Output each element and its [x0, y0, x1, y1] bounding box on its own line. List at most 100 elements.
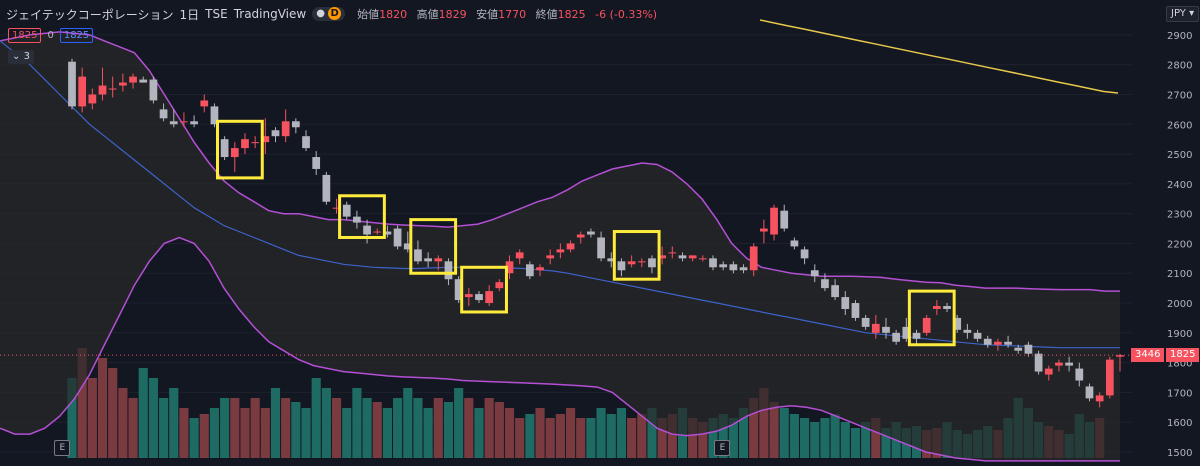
- candle-body: [841, 297, 850, 309]
- collapse-indicators-button[interactable]: ⌄ 3: [8, 50, 34, 64]
- candle-body: [78, 76, 87, 107]
- price-tick-label: 2600: [1167, 120, 1192, 131]
- candle-body: [1116, 355, 1124, 357]
- candle-body: [709, 258, 717, 268]
- visibility-toggle[interactable]: ● D: [312, 7, 346, 21]
- candle-body: [241, 139, 249, 149]
- candle-body: [464, 294, 473, 298]
- volume-bar: [504, 408, 515, 458]
- price-tick-label: 1700: [1167, 388, 1192, 399]
- volume-bar: [464, 398, 474, 458]
- candle-body: [943, 306, 951, 309]
- candle-body: [1065, 362, 1073, 366]
- volume-bar: [708, 418, 718, 458]
- earnings-marker[interactable]: E: [54, 440, 71, 456]
- candle-body: [271, 130, 280, 137]
- candle-body: [68, 61, 76, 107]
- volume-bar: [738, 408, 749, 458]
- moving-average-line: [759, 19, 1119, 94]
- volume-bar: [393, 398, 403, 458]
- volume-bar: [250, 398, 260, 458]
- candle-body: [556, 249, 565, 253]
- candle-body: [576, 234, 585, 238]
- volume-bar: [321, 388, 331, 458]
- indicator-value-b: 0: [47, 30, 54, 41]
- volume-bar: [67, 378, 77, 458]
- candle-body: [658, 255, 667, 259]
- volume-bar: [281, 398, 291, 458]
- price-axis[interactable]: [1132, 0, 1200, 466]
- candle-body: [383, 231, 392, 235]
- volume-bar: [830, 414, 840, 458]
- volume-bar: [443, 402, 454, 458]
- volume-bar: [270, 388, 281, 458]
- candle-body: [587, 231, 595, 235]
- candle-body: [1044, 368, 1053, 375]
- volume-bar: [108, 368, 118, 458]
- candle-body: [953, 317, 962, 330]
- candle-body: [169, 121, 178, 125]
- price-tick-label: 2100: [1167, 269, 1192, 280]
- candle-body: [688, 255, 697, 259]
- volume-bar: [474, 408, 484, 458]
- candle-body: [414, 249, 422, 262]
- candle-body: [190, 121, 198, 125]
- candle-body: [291, 121, 300, 128]
- candle-body: [902, 326, 911, 339]
- volume-bar: [525, 414, 535, 458]
- volume-bar: [840, 422, 850, 458]
- candle-body: [668, 252, 677, 254]
- volume-bar: [871, 418, 881, 458]
- candle-body: [475, 294, 483, 301]
- price-tick-label: 2400: [1167, 180, 1192, 191]
- currency-select[interactable]: JPY ▾: [1166, 6, 1200, 22]
- candle-body: [994, 341, 1002, 345]
- volume-bar: [433, 398, 443, 458]
- candle-body: [597, 237, 605, 259]
- candlesticks: [68, 58, 1124, 408]
- volume-bar: [861, 422, 871, 458]
- chevron-down-icon: ⌄: [12, 51, 21, 62]
- ohlc-change-value: -6 (-0.33%): [595, 8, 658, 21]
- candle-body: [1014, 347, 1023, 351]
- candle-body: [454, 279, 463, 301]
- volume-bar: [403, 388, 413, 458]
- collapse-count: 3: [23, 51, 30, 62]
- indicator-value-a[interactable]: 1825: [8, 28, 42, 43]
- ohlc-label: 終値: [535, 8, 558, 21]
- volume-bar: [342, 408, 352, 458]
- price-tick-label: 1900: [1167, 329, 1192, 340]
- indicator-value-c[interactable]: 1825: [59, 28, 94, 43]
- candle-body: [505, 261, 514, 274]
- candle-body: [637, 261, 646, 263]
- volume-bar: [810, 422, 820, 458]
- volume-bar: [128, 398, 138, 458]
- symbol-title[interactable]: ジェイテックコーポレーション: [6, 7, 174, 22]
- volume-bar: [688, 418, 698, 458]
- candle-body: [770, 207, 778, 235]
- candle-body: [983, 338, 992, 345]
- highlight-box: [409, 218, 458, 275]
- candle-body: [159, 109, 168, 119]
- candle-body: [892, 332, 901, 342]
- currency-label: JPY: [1171, 8, 1186, 19]
- candle-body: [230, 148, 239, 158]
- ohlc-label: 高値: [416, 8, 439, 21]
- price-tick-label: 1500: [1167, 448, 1192, 459]
- candle-body: [515, 252, 524, 259]
- volume-bar: [230, 398, 240, 458]
- candle-body: [281, 121, 290, 137]
- volume-bar: [97, 358, 108, 458]
- candle-body: [1004, 341, 1012, 345]
- volume-bar: [555, 414, 565, 458]
- volume-bar: [576, 418, 586, 458]
- bollinger-upper-line: [0, 31, 1120, 292]
- earnings-marker[interactable]: E: [714, 440, 731, 456]
- candle-body: [851, 303, 860, 318]
- candle-body: [403, 243, 412, 250]
- candle-body: [353, 216, 361, 223]
- price-tick-label: 1800: [1167, 359, 1192, 370]
- interval-label[interactable]: 1日: [179, 7, 200, 22]
- volume-bar: [718, 414, 728, 458]
